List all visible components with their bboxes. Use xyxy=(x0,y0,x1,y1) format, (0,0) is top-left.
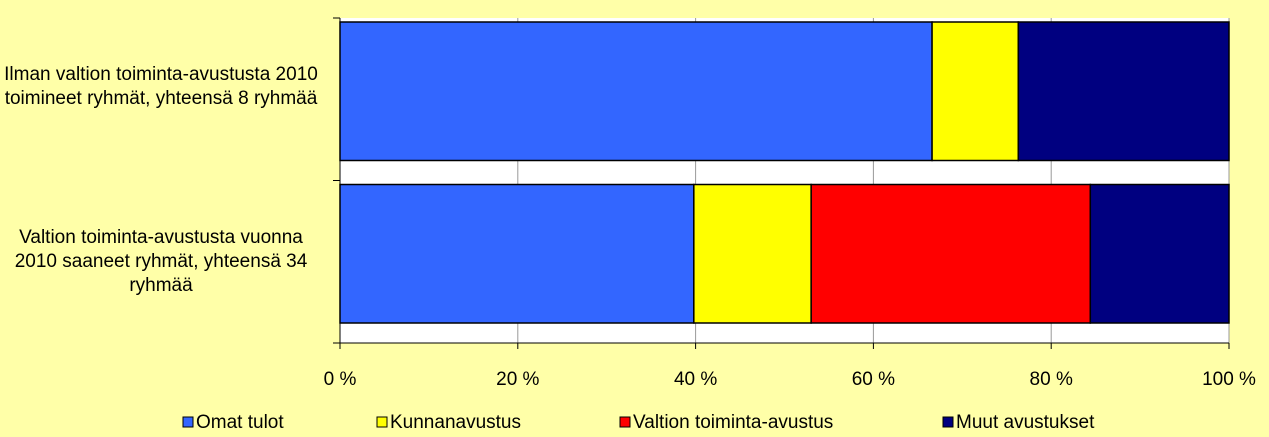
bar-segment xyxy=(810,183,1092,324)
x-tick-label: 0 % xyxy=(324,369,357,390)
bar-segment xyxy=(931,21,1020,162)
x-tick-label: 40 % xyxy=(674,369,717,390)
legend-swatch xyxy=(619,416,631,428)
bar-segment xyxy=(339,183,695,324)
legend-swatch xyxy=(942,416,954,428)
legend-label: Valtion toiminta-avustus xyxy=(633,412,833,433)
legend-label: Kunnanavustus xyxy=(390,412,521,433)
y-tick-label: Valtion toiminta-avustusta vuonna 2010 s… xyxy=(14,226,308,296)
legend-swatch xyxy=(376,416,388,428)
bar-segment xyxy=(1089,183,1230,324)
x-tick-label: 60 % xyxy=(852,369,895,390)
legend-swatch xyxy=(182,416,194,428)
y-tick-label: Ilman valtion toiminta-avustusta 2010 to… xyxy=(4,64,318,110)
bar-segment xyxy=(1017,21,1230,162)
legend-label: Muut avustukset xyxy=(956,412,1095,433)
x-tick-label: 20 % xyxy=(496,369,539,390)
bar-segment xyxy=(339,21,933,162)
x-tick-label: 100 % xyxy=(1202,369,1256,390)
x-tick-label: 80 % xyxy=(1030,369,1073,390)
legend-label: Omat tulot xyxy=(196,412,284,433)
bar-segment xyxy=(693,183,812,324)
